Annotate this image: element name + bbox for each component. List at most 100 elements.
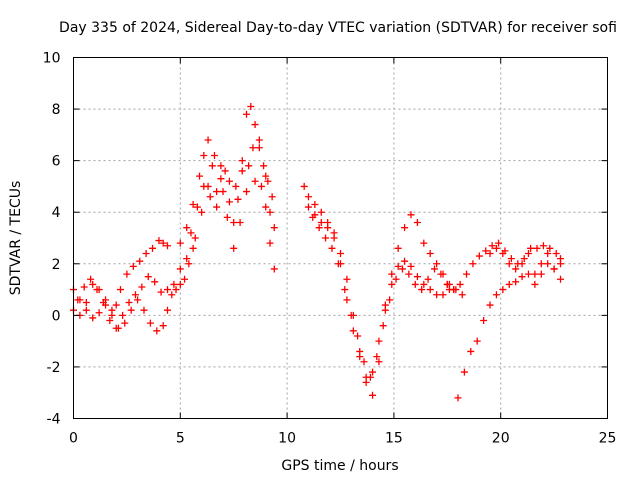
data-point [315, 224, 323, 232]
data-point [170, 280, 178, 288]
data-point [375, 358, 383, 366]
data-point [193, 203, 201, 211]
data-point [420, 280, 428, 288]
data-points [70, 102, 565, 402]
data-point [486, 249, 494, 257]
data-point [420, 239, 428, 247]
series-track-g [300, 182, 453, 381]
x-tick-label: 15 [385, 431, 403, 447]
data-point [238, 167, 246, 175]
data-point [317, 208, 325, 216]
data-point [381, 306, 389, 314]
data-point [181, 275, 189, 283]
data-point [311, 200, 319, 208]
data-point [159, 239, 167, 247]
data-point [217, 175, 225, 183]
data-point [531, 270, 539, 278]
data-point [411, 280, 419, 288]
data-point [426, 286, 434, 294]
data-point [437, 270, 445, 278]
series-track-e [185, 136, 278, 268]
data-point [334, 260, 342, 268]
data-point [189, 244, 197, 252]
data-point [533, 244, 541, 252]
data-point [266, 239, 274, 247]
data-point [531, 280, 539, 288]
data-point [119, 311, 127, 319]
data-point [260, 162, 268, 170]
data-point [454, 394, 462, 402]
data-point [309, 213, 317, 221]
data-point [189, 200, 197, 208]
data-point [379, 322, 387, 330]
data-point [243, 188, 251, 196]
data-point [388, 280, 396, 288]
data-point [407, 211, 415, 219]
data-point [200, 182, 208, 190]
data-point [176, 239, 184, 247]
data-point [398, 265, 406, 273]
data-point [99, 298, 107, 306]
data-point [74, 296, 82, 304]
data-point [488, 242, 496, 250]
data-point [249, 144, 257, 152]
plot-frame [73, 57, 608, 419]
data-point [343, 296, 351, 304]
data-point [183, 255, 191, 263]
data-point [456, 280, 464, 288]
data-point [492, 291, 500, 299]
data-point [163, 306, 171, 314]
data-point [213, 203, 221, 211]
data-point [251, 121, 259, 129]
data-point [505, 260, 513, 268]
data-point [129, 262, 137, 270]
data-point [328, 244, 336, 252]
data-point [89, 280, 97, 288]
data-point [106, 317, 114, 325]
data-point [463, 270, 471, 278]
data-point [236, 219, 244, 227]
data-point [486, 301, 494, 309]
data-point [142, 249, 150, 257]
data-point [499, 286, 507, 294]
y-tick-label: 0 [52, 308, 61, 324]
series-track-j [443, 239, 565, 294]
data-point [232, 182, 240, 190]
data-point [480, 317, 488, 325]
data-point [407, 262, 415, 270]
data-point [366, 373, 374, 381]
data-point [210, 151, 218, 159]
series-track-d [176, 102, 276, 247]
data-point [507, 255, 515, 263]
y-axis-label: SDTVAR / TECUs [8, 181, 24, 296]
data-point [172, 286, 180, 294]
data-point [234, 195, 242, 203]
data-point [512, 278, 520, 286]
data-point [270, 224, 278, 232]
data-point [87, 275, 95, 283]
data-point [251, 177, 259, 185]
data-point [347, 311, 355, 319]
data-point [245, 162, 253, 170]
data-point [257, 182, 265, 190]
data-point [176, 265, 184, 273]
x-tick-label: 20 [492, 431, 510, 447]
data-point [151, 278, 159, 286]
data-point [157, 288, 165, 296]
data-point [223, 213, 231, 221]
data-point [369, 391, 377, 399]
data-point [95, 309, 103, 317]
y-tick-label: 10 [43, 51, 61, 67]
axis-ticks [73, 57, 608, 419]
data-point [112, 324, 120, 332]
data-point [238, 157, 246, 165]
data-point [343, 275, 351, 283]
x-axis-label: GPS time / hours [281, 458, 398, 474]
data-point [330, 234, 338, 242]
data-point [388, 270, 396, 278]
data-point [324, 224, 332, 232]
data-point [82, 298, 90, 306]
data-point [136, 257, 144, 265]
